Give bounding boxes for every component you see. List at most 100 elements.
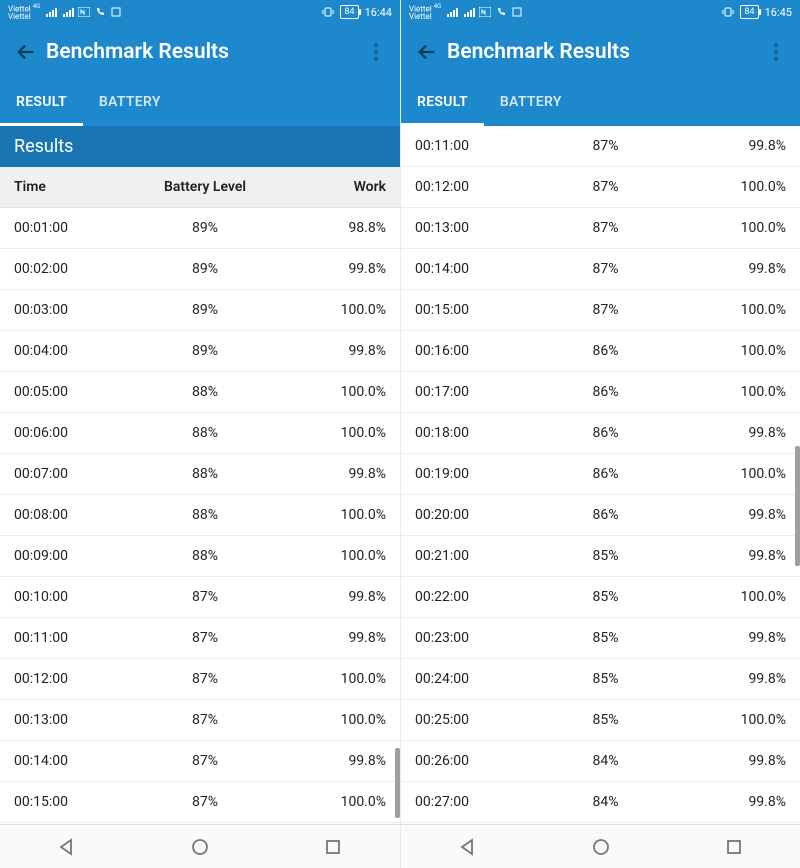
cell-battery: 85% bbox=[521, 577, 690, 617]
cell-time: 00:12:00 bbox=[0, 659, 120, 699]
table-row: 00:10:0087%99.8% bbox=[0, 577, 400, 618]
table-row: 00:07:0088%99.8% bbox=[0, 454, 400, 495]
cell-battery: 89% bbox=[120, 331, 290, 371]
signal-icon bbox=[46, 8, 57, 17]
cell-work: 99.8% bbox=[690, 249, 800, 289]
nav-home-button[interactable] bbox=[170, 837, 230, 857]
cell-battery: 84% bbox=[521, 823, 690, 824]
cell-time: 00:05:00 bbox=[0, 372, 120, 412]
status-bar: Viettel 4GViettel8416:45 bbox=[401, 0, 800, 24]
battery-icon: 84 bbox=[740, 5, 758, 19]
cell-work: 99.8% bbox=[290, 618, 400, 658]
table-row: 00:01:0089%98.8% bbox=[0, 208, 400, 249]
cell-work: 100.0% bbox=[290, 290, 400, 330]
cell-time: 00:10:00 bbox=[0, 577, 120, 617]
cell-battery: 87% bbox=[521, 167, 690, 207]
cell-work: 100.0% bbox=[690, 577, 800, 617]
cell-work: 100.0% bbox=[290, 495, 400, 535]
cell-work: 100.0% bbox=[690, 823, 800, 824]
table-row: 00:25:0085%100.0% bbox=[401, 700, 800, 741]
carrier-2: Viettel bbox=[409, 13, 441, 21]
cell-battery: 87% bbox=[120, 618, 290, 658]
back-button[interactable] bbox=[12, 41, 40, 63]
sim-icon bbox=[110, 7, 122, 17]
cell-work: 100.0% bbox=[290, 700, 400, 740]
cell-time: 00:04:00 bbox=[0, 331, 120, 371]
cell-battery: 87% bbox=[521, 208, 690, 248]
tab-result[interactable]: RESULT bbox=[401, 80, 484, 126]
vibrate-icon bbox=[322, 7, 334, 17]
table-row: 00:16:0086%100.0% bbox=[0, 823, 400, 824]
overflow-menu-button[interactable] bbox=[364, 43, 388, 61]
app-bar: Benchmark Results bbox=[401, 24, 800, 80]
vibrate-icon bbox=[722, 7, 734, 17]
cell-work: 100.0% bbox=[690, 700, 800, 740]
cell-battery: 87% bbox=[521, 126, 690, 166]
table-row: 00:06:0088%100.0% bbox=[0, 413, 400, 454]
cell-battery: 86% bbox=[521, 495, 690, 535]
cell-battery: 84% bbox=[521, 741, 690, 781]
tab-battery[interactable]: BATTERY bbox=[484, 80, 578, 126]
cell-battery: 86% bbox=[521, 331, 690, 371]
nav-back-button[interactable] bbox=[37, 837, 97, 857]
overflow-menu-button[interactable] bbox=[764, 43, 788, 61]
cell-time: 00:15:00 bbox=[0, 782, 120, 822]
cell-work: 100.0% bbox=[690, 372, 800, 412]
cell-battery: 89% bbox=[120, 249, 290, 289]
cell-work: 99.8% bbox=[690, 782, 800, 822]
cell-battery: 84% bbox=[521, 782, 690, 822]
cell-battery: 89% bbox=[120, 208, 290, 248]
cell-work: 99.8% bbox=[290, 331, 400, 371]
cell-work: 100.0% bbox=[290, 823, 400, 824]
cell-time: 00:13:00 bbox=[0, 700, 120, 740]
table-row: 00:27:0084%99.8% bbox=[401, 782, 800, 823]
status-right: 8416:44 bbox=[322, 5, 392, 19]
table-row: 00:13:0087%100.0% bbox=[401, 208, 800, 249]
cell-work: 99.8% bbox=[290, 454, 400, 494]
cell-battery: 85% bbox=[521, 618, 690, 658]
cell-battery: 86% bbox=[521, 413, 690, 453]
back-button[interactable] bbox=[413, 41, 441, 63]
carrier-stack: Viettel 4GViettel bbox=[8, 3, 40, 22]
cell-work: 98.8% bbox=[290, 208, 400, 248]
status-left: Viettel 4GViettel bbox=[409, 3, 523, 22]
results-list[interactable]: 00:11:0087%99.8%00:12:0087%100.0%00:13:0… bbox=[401, 126, 800, 824]
nav-home-button[interactable] bbox=[571, 837, 631, 857]
cell-work: 100.0% bbox=[690, 208, 800, 248]
status-time: 16:44 bbox=[365, 6, 392, 19]
phone-icon bbox=[94, 7, 106, 17]
table-row: 00:15:0087%100.0% bbox=[401, 290, 800, 331]
table-row: 00:28:0084%100.0% bbox=[401, 823, 800, 824]
signal-icon bbox=[447, 8, 458, 17]
cell-work: 100.0% bbox=[690, 454, 800, 494]
nav-back-button[interactable] bbox=[438, 837, 498, 857]
tab-result[interactable]: RESULT bbox=[0, 80, 83, 126]
cell-battery: 87% bbox=[521, 290, 690, 330]
results-list[interactable]: 00:01:0089%98.8%00:02:0089%99.8%00:03:00… bbox=[0, 208, 400, 824]
cell-work: 99.8% bbox=[690, 741, 800, 781]
cell-work: 99.8% bbox=[690, 126, 800, 166]
table-row: 00:11:0087%99.8% bbox=[0, 618, 400, 659]
nav-recent-button[interactable] bbox=[303, 838, 363, 856]
scrollbar-thumb[interactable] bbox=[795, 446, 800, 566]
table-row: 00:12:0087%100.0% bbox=[401, 167, 800, 208]
cell-time: 00:21:00 bbox=[401, 536, 521, 576]
cell-work: 100.0% bbox=[290, 659, 400, 699]
cell-work: 100.0% bbox=[290, 782, 400, 822]
table-row: 00:13:0087%100.0% bbox=[0, 700, 400, 741]
cell-battery: 86% bbox=[120, 823, 290, 824]
nav-recent-button[interactable] bbox=[704, 838, 764, 856]
cell-time: 00:11:00 bbox=[0, 618, 120, 658]
cell-time: 00:20:00 bbox=[401, 495, 521, 535]
cell-time: 00:24:00 bbox=[401, 659, 521, 699]
table-row: 00:22:0085%100.0% bbox=[401, 577, 800, 618]
cell-battery: 85% bbox=[521, 659, 690, 699]
table-row: 00:15:0087%100.0% bbox=[0, 782, 400, 823]
volte-icon bbox=[78, 7, 90, 17]
cell-battery: 89% bbox=[120, 290, 290, 330]
tab-battery[interactable]: BATTERY bbox=[83, 80, 177, 126]
cell-work: 99.8% bbox=[690, 536, 800, 576]
table-row: 00:23:0085%99.8% bbox=[401, 618, 800, 659]
cell-battery: 87% bbox=[120, 577, 290, 617]
cell-battery: 88% bbox=[120, 413, 290, 453]
